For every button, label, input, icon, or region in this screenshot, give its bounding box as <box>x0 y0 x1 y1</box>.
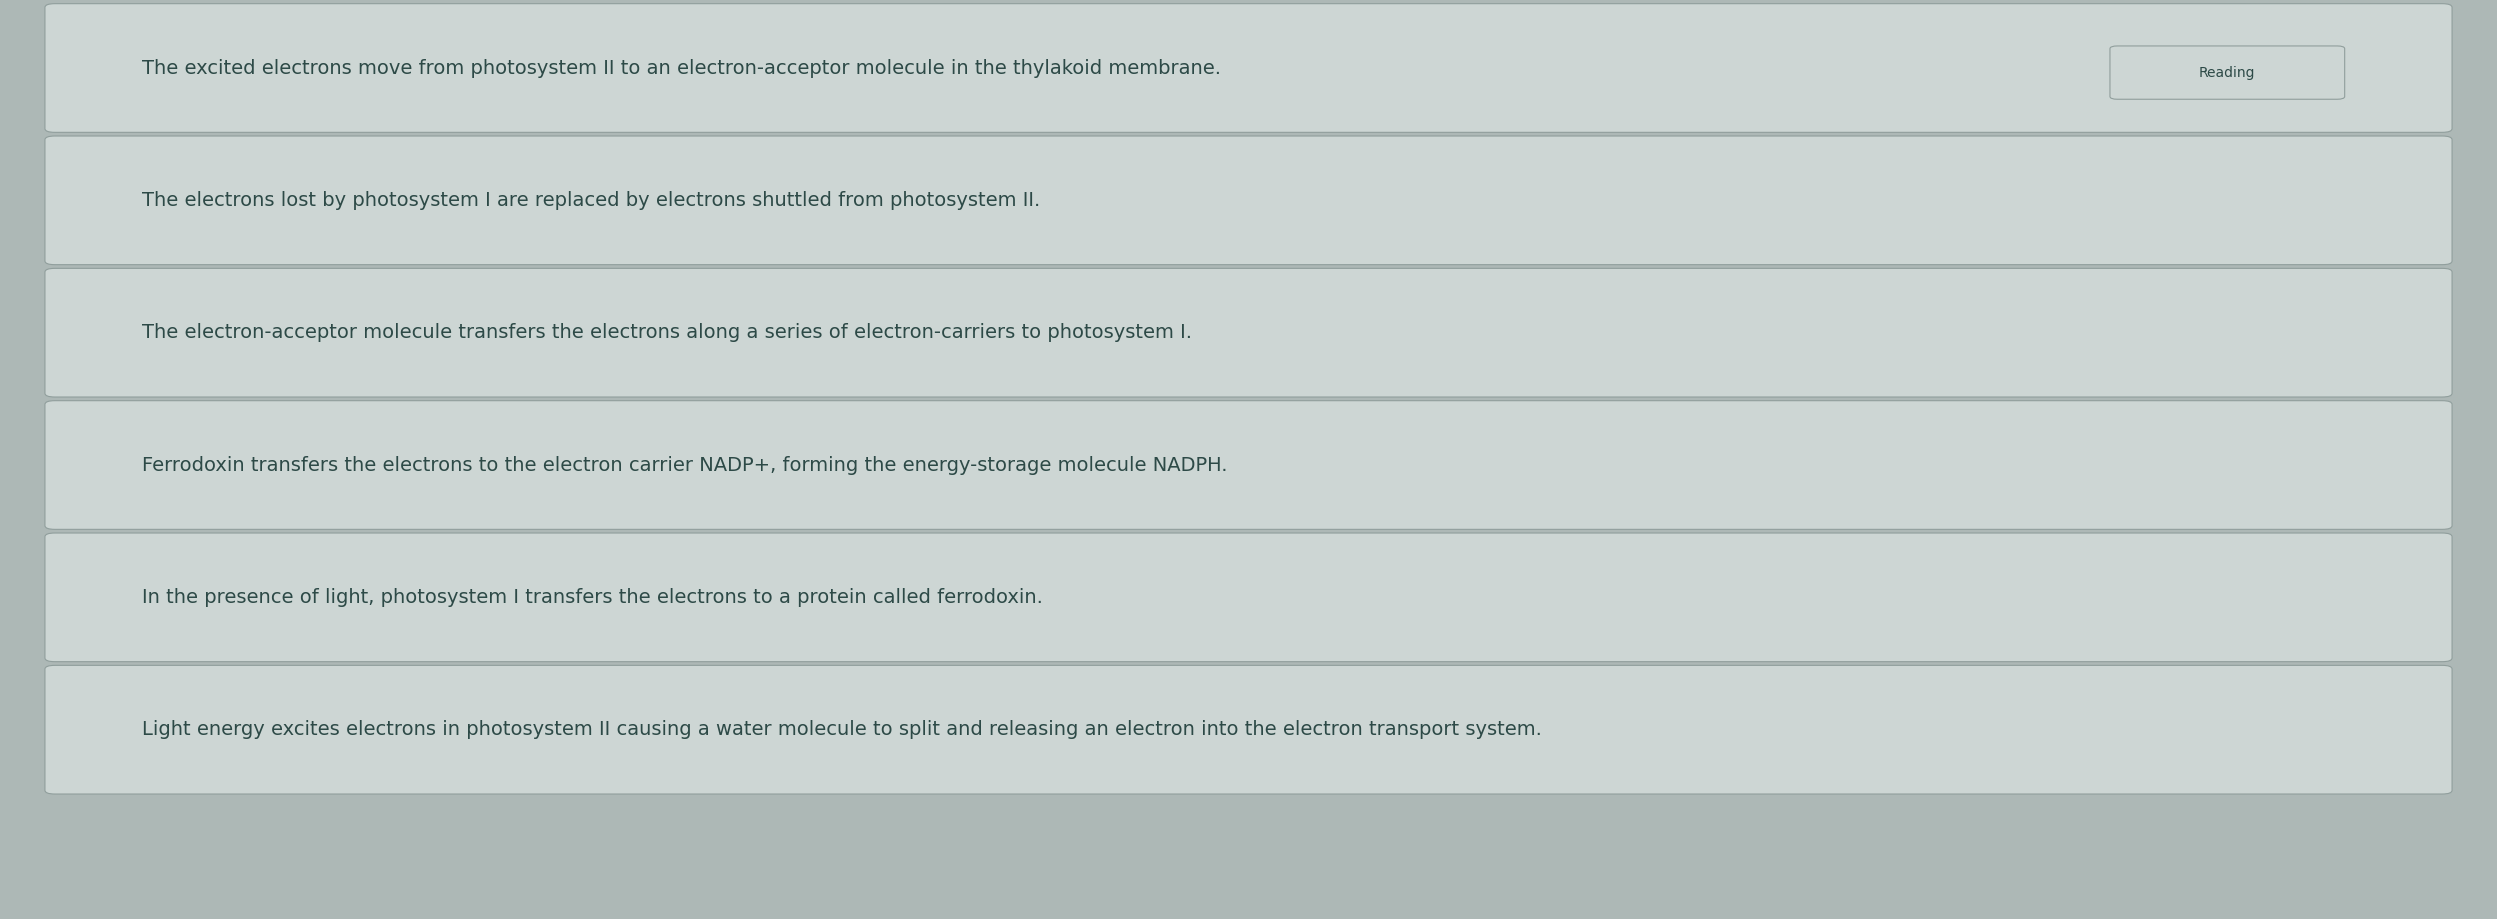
Text: Reading: Reading <box>2200 65 2255 80</box>
Text: In the presence of light, photosystem I transfers the electrons to a protein cal: In the presence of light, photosystem I … <box>142 588 1044 607</box>
FancyBboxPatch shape <box>2110 46 2345 99</box>
FancyBboxPatch shape <box>45 268 2452 397</box>
FancyBboxPatch shape <box>45 401 2452 529</box>
Text: The excited electrons move from photosystem II to an electron-acceptor molecule : The excited electrons move from photosys… <box>142 59 1221 77</box>
Text: The electron-acceptor molecule transfers the electrons along a series of electro: The electron-acceptor molecule transfers… <box>142 323 1194 342</box>
Text: Light energy excites electrons in photosystem II causing a water molecule to spl: Light energy excites electrons in photos… <box>142 720 1543 739</box>
FancyBboxPatch shape <box>45 136 2452 265</box>
FancyBboxPatch shape <box>45 665 2452 794</box>
Text: Ferrodoxin transfers the electrons to the electron carrier NADP+, forming the en: Ferrodoxin transfers the electrons to th… <box>142 456 1229 474</box>
Text: The electrons lost by photosystem I are replaced by electrons shuttled from phot: The electrons lost by photosystem I are … <box>142 191 1041 210</box>
FancyBboxPatch shape <box>45 533 2452 662</box>
FancyBboxPatch shape <box>45 4 2452 132</box>
